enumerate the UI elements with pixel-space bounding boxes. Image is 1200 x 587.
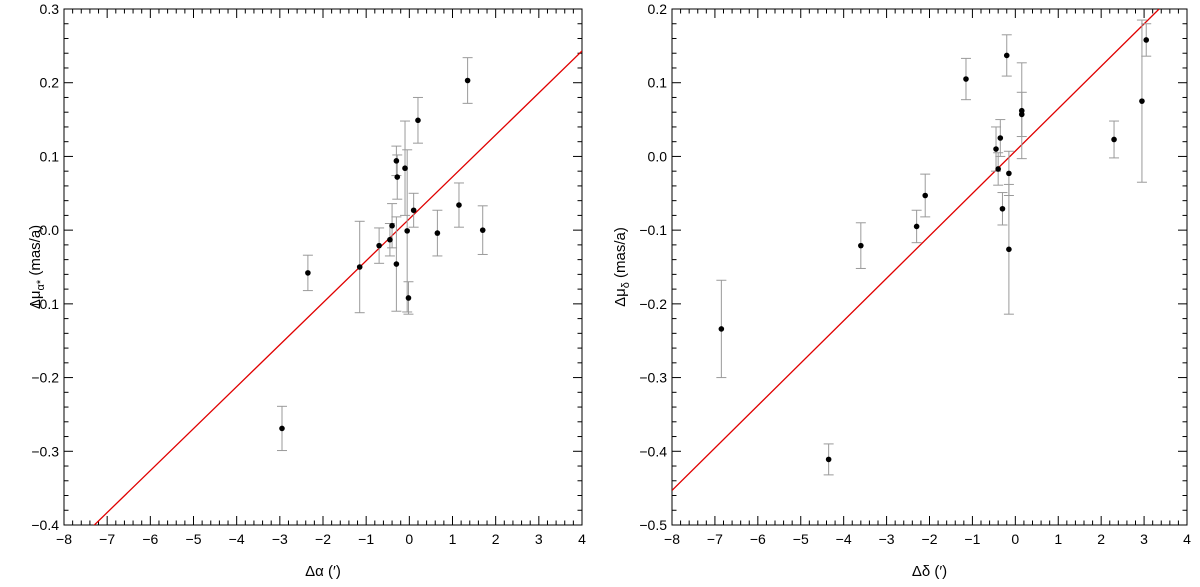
chart-panel-1: −8 −7 −6 −5 −4 −3 −2 −1 0 1 2 3 4 −0.4 −0.3 −0.2 −0.1 0.0… [27, 1, 586, 580]
data-point [410, 207, 417, 214]
x-tick-label: 0 [405, 531, 413, 547]
y-tick-label: 0.1 [648, 75, 668, 91]
y-tick-label: −0.2 [31, 370, 59, 386]
data-point [993, 146, 999, 152]
data-point [963, 76, 969, 82]
y-tick-label: −0.3 [31, 443, 59, 459]
x-tick-label: −4 [229, 531, 245, 547]
plot-frame [63, 8, 583, 526]
y-tick-label: −0.3 [639, 370, 667, 386]
x-tick-label: 4 [1183, 531, 1191, 547]
data-point [393, 158, 400, 164]
data-point [997, 135, 1004, 141]
plot-frame [671, 8, 1188, 526]
data-point [718, 326, 725, 332]
data-point [858, 242, 864, 249]
data-point [464, 77, 471, 84]
data-point [1143, 37, 1150, 43]
data-point [402, 165, 408, 172]
y-axis-label-main: Δμ [27, 290, 44, 309]
y-tick-label: −0.5 [639, 517, 667, 533]
data-point [434, 230, 441, 236]
data-point [415, 117, 421, 124]
data-point [279, 425, 285, 432]
fit-line [672, 9, 1160, 491]
data-point [1006, 246, 1012, 253]
data-point [1111, 136, 1117, 143]
x-tick-label: −7 [707, 531, 723, 547]
x-tick-label: 2 [1097, 531, 1105, 547]
y-axis-label-sub: δ [620, 282, 632, 288]
x-tick-label: 3 [535, 531, 543, 547]
plot-data [93, 50, 582, 525]
x-tick-label: −7 [99, 531, 115, 547]
y-tick-label: −0.4 [639, 443, 667, 459]
y-tick-label: 0.3 [40, 1, 60, 17]
y-axis-label-main: Δμ [612, 288, 629, 307]
y-axis-label: Δμα* (mas/a) [27, 225, 47, 309]
y-tick-label: 0.1 [40, 148, 60, 164]
x-tick-label: −1 [964, 531, 980, 547]
x-tick-label: 4 [578, 531, 586, 547]
x-tick-label: −5 [793, 531, 809, 547]
y-axis-label: Δμδ (mas/a) [612, 227, 632, 307]
x-tick-label: −8 [664, 531, 680, 547]
chart-panel-2: −8 −7 −6 −5 −4 −3 −2 −1 0 1 2 3 4 −0.5 −0.4 −0.3 −0.2 −0.… [612, 1, 1191, 580]
data-point [389, 222, 395, 229]
plot-data [672, 9, 1160, 491]
data-point [376, 242, 382, 249]
data-point [479, 227, 486, 233]
y-axis-label-unit: (mas/a) [27, 225, 44, 280]
x-tick-label: 1 [449, 531, 457, 547]
x-tick-label: −5 [186, 531, 202, 547]
data-point [1003, 52, 1010, 59]
y-tick-label: −0.1 [639, 222, 667, 238]
y-axis-label-sub: α* [35, 279, 47, 290]
x-tick-label: 1 [1054, 531, 1062, 547]
x-tick-label: −3 [879, 531, 895, 547]
fit-line [93, 50, 582, 525]
data-point [394, 174, 401, 180]
data-point [913, 223, 920, 230]
x-tick-label: 0 [1011, 531, 1019, 547]
data-point [356, 264, 363, 270]
x-tick-label: −6 [750, 531, 766, 547]
data-point [404, 228, 410, 234]
x-tick-label: −8 [56, 531, 72, 547]
data-point [1139, 98, 1145, 104]
y-tick-label: −0.1 [31, 296, 59, 312]
x-axis-label: Δδ (′) [912, 563, 947, 580]
data-point [995, 166, 1001, 172]
x-tick-label: −3 [272, 531, 288, 547]
y-tick-label: 0.0 [40, 222, 60, 238]
y-tick-label: 0.2 [648, 1, 668, 17]
y-tick-label: 0.2 [40, 75, 60, 91]
x-tick-label: −6 [142, 531, 158, 547]
x-tick-label: 3 [1140, 531, 1148, 547]
data-point [456, 202, 462, 208]
y-tick-label: −0.2 [639, 296, 667, 312]
data-point [1006, 170, 1012, 177]
x-tick-label: −2 [315, 531, 331, 547]
x-tick-label: 2 [492, 531, 500, 547]
data-point [405, 295, 412, 301]
data-point [1018, 111, 1025, 118]
y-axis-label-unit: (mas/a) [612, 227, 629, 282]
y-tick-label: −0.4 [31, 517, 59, 533]
data-point [387, 236, 393, 243]
data-point [305, 270, 311, 276]
data-point [825, 456, 832, 463]
y-tick-label: 0.0 [648, 148, 668, 164]
x-tick-label: −4 [836, 531, 852, 547]
data-point [999, 205, 1006, 212]
data-point [393, 261, 400, 267]
x-tick-label: −2 [922, 531, 938, 547]
x-tick-label: −1 [358, 531, 374, 547]
x-axis-label: Δα (′) [305, 563, 341, 580]
data-point [922, 192, 929, 199]
